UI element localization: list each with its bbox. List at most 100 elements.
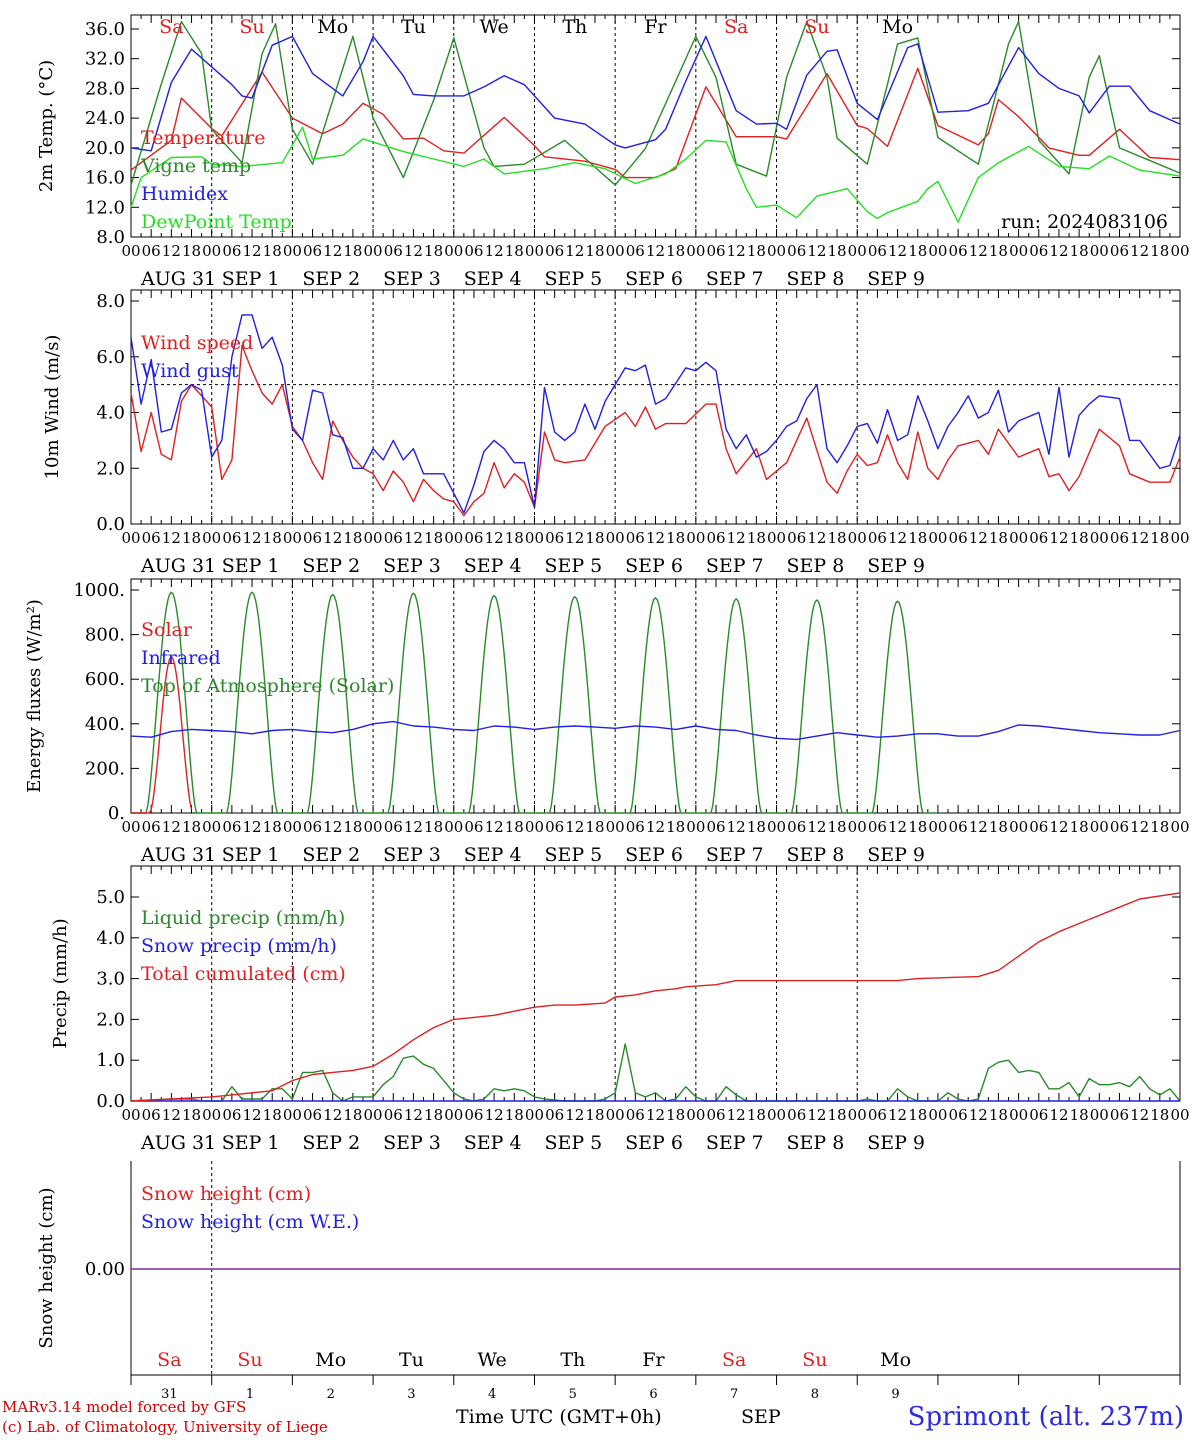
hour-label: 06 <box>706 818 725 836</box>
day-label: SEP 5 <box>544 844 602 866</box>
hour-label: 12 <box>485 529 504 547</box>
hour-label: 18 <box>828 242 847 260</box>
hour-label: 12 <box>969 1106 988 1124</box>
hour-label: 12 <box>565 242 584 260</box>
hour-label: 12 <box>969 818 988 836</box>
hour-label: 12 <box>485 242 504 260</box>
hour-label: 18 <box>343 529 362 547</box>
hour-label: 00 <box>444 1106 463 1124</box>
day-label: AUG 31 <box>140 844 216 866</box>
y-tick-label: 16.0 <box>85 168 125 189</box>
hour-label: 00 <box>1170 529 1189 547</box>
hour-label: 18 <box>343 1106 362 1124</box>
hour-label: 12 <box>485 818 504 836</box>
hour-label: 00 <box>525 1106 544 1124</box>
hour-label: 06 <box>142 242 161 260</box>
hour-label: 18 <box>747 818 766 836</box>
day-label: SEP 6 <box>625 1132 683 1154</box>
y-tick-label: 20.0 <box>85 138 125 159</box>
hour-label: 06 <box>949 818 968 836</box>
y-tick-label: 3.0 <box>96 969 125 990</box>
hour-label: 18 <box>263 242 282 260</box>
day-label: SEP 7 <box>706 844 764 866</box>
day-number: 7 <box>730 1387 738 1402</box>
hour-label: 12 <box>404 529 423 547</box>
hour-label: 06 <box>222 818 241 836</box>
hour-label: 12 <box>646 242 665 260</box>
day-label: SEP 5 <box>544 268 602 290</box>
hour-label: 00 <box>848 818 867 836</box>
legend-snow-height-cm-w-e-: Snow height (cm W.E.) <box>141 1211 359 1233</box>
hour-label: 18 <box>666 529 685 547</box>
hour-label: 06 <box>464 529 483 547</box>
hour-label: 12 <box>888 1106 907 1124</box>
hour-label: 12 <box>888 529 907 547</box>
y-tick-label: 6.0 <box>96 347 125 368</box>
y-tick-label: 2.0 <box>96 1009 125 1030</box>
hour-label: 18 <box>1150 242 1169 260</box>
legend-solar: Solar <box>141 619 193 641</box>
series-temperature <box>130 67 1181 179</box>
day-label: SEP 4 <box>464 268 522 290</box>
hour-label: 12 <box>242 1106 261 1124</box>
hour-label: 00 <box>848 242 867 260</box>
hour-label: 18 <box>1070 818 1089 836</box>
hour-label: 06 <box>142 1106 161 1124</box>
y-tick-label: 0.0 <box>96 514 125 535</box>
day-label: SEP 7 <box>706 268 764 290</box>
hour-label: 00 <box>686 242 705 260</box>
day-label: SEP 3 <box>383 268 441 290</box>
hour-label: 18 <box>828 818 847 836</box>
weekday-label: Su <box>239 16 264 38</box>
series-vigne-temp <box>130 20 1181 186</box>
hour-label: 06 <box>545 818 564 836</box>
day-label: SEP 9 <box>867 1132 925 1154</box>
weekday-label: Sa <box>159 16 183 38</box>
day-label: SEP 2 <box>302 844 360 866</box>
weekday-label: Mo <box>317 16 348 38</box>
day-label: SEP 1 <box>222 844 280 866</box>
hour-label: 18 <box>747 529 766 547</box>
hour-label: 00 <box>767 529 786 547</box>
hour-label: 06 <box>1029 1106 1048 1124</box>
hour-label: 12 <box>727 1106 746 1124</box>
day-label: SEP 2 <box>302 555 360 577</box>
hour-label: 00 <box>525 529 544 547</box>
hour-label: 18 <box>585 242 604 260</box>
hour-label: 12 <box>1130 818 1149 836</box>
hour-label: 18 <box>343 242 362 260</box>
hour-label: 18 <box>828 1106 847 1124</box>
hour-label: 18 <box>666 1106 685 1124</box>
hour-label: 18 <box>424 529 443 547</box>
hour-label: 12 <box>1130 1106 1149 1124</box>
y-tick-label: 0.0 <box>96 1091 125 1112</box>
legend-dewpoint-temp: DewPoint Temp <box>141 211 292 233</box>
day-label: SEP 5 <box>544 1132 602 1154</box>
day-label: SEP 5 <box>544 555 602 577</box>
hour-label: 00 <box>121 1106 140 1124</box>
hour-label: 12 <box>323 818 342 836</box>
hour-label: 06 <box>626 1106 645 1124</box>
hour-label: 18 <box>585 529 604 547</box>
y-tick-label: 8.0 <box>96 291 125 312</box>
day-label: SEP 4 <box>464 555 522 577</box>
hour-label: 18 <box>908 529 927 547</box>
hour-label: 06 <box>626 242 645 260</box>
hour-label: 06 <box>949 1106 968 1124</box>
series-total-cumulated-cm- <box>130 892 1181 1102</box>
day-number: 31 <box>161 1387 178 1402</box>
y-axis-title: 2m Temp. (°C) <box>36 60 57 192</box>
hour-label: 06 <box>949 529 968 547</box>
hour-label: 06 <box>384 529 403 547</box>
hour-label: 00 <box>767 1106 786 1124</box>
hour-label: 18 <box>989 242 1008 260</box>
hour-label: 12 <box>323 529 342 547</box>
hour-label: 06 <box>787 818 806 836</box>
hour-label: 12 <box>727 529 746 547</box>
hour-label: 00 <box>121 529 140 547</box>
day-label: SEP 2 <box>302 1132 360 1154</box>
hour-label: 06 <box>222 242 241 260</box>
day-label: SEP 9 <box>867 268 925 290</box>
y-tick-label: 1.0 <box>96 1050 125 1071</box>
hour-label: 12 <box>565 529 584 547</box>
